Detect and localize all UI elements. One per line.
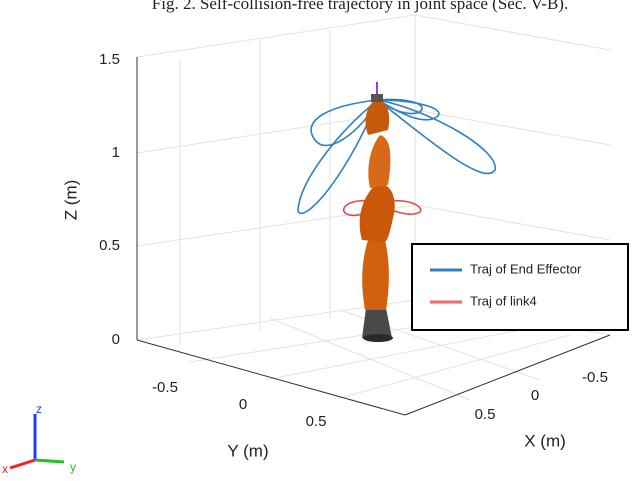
triad-label: x [2, 462, 8, 476]
caption: Fig. 2. Self-collision-free trajectory i… [152, 0, 568, 13]
triad-label: y [70, 460, 76, 474]
triad: z y x [2, 402, 76, 476]
triad-label: z [36, 402, 42, 416]
z-axis-label: Z (m) [61, 180, 80, 221]
x-tick-label: 0.5 [475, 406, 496, 423]
y-axis-label: Y (m) [227, 441, 268, 460]
z-tick-label: 0 [112, 331, 120, 348]
y-tick-label: 0.5 [306, 413, 327, 430]
robot-arm [359, 82, 395, 342]
z-tick-label: 1.5 [99, 51, 120, 68]
legend: Traj of End Effector Traj of link4 [411, 243, 629, 331]
x-tick-label: 0 [531, 387, 539, 404]
end-effector-trajectory [297, 98, 496, 215]
z-tick-label: 0.5 [99, 237, 120, 254]
legend-label: Traj of link4 [470, 293, 537, 308]
y-tick-label: -0.5 [152, 379, 178, 396]
y-tick-label: 0 [239, 396, 247, 413]
x-axis-label: X (m) [524, 431, 566, 450]
legend-label: Traj of End Effector [470, 261, 582, 276]
z-tick-label: 1 [112, 144, 120, 161]
x-tick-label: -0.5 [582, 369, 608, 386]
